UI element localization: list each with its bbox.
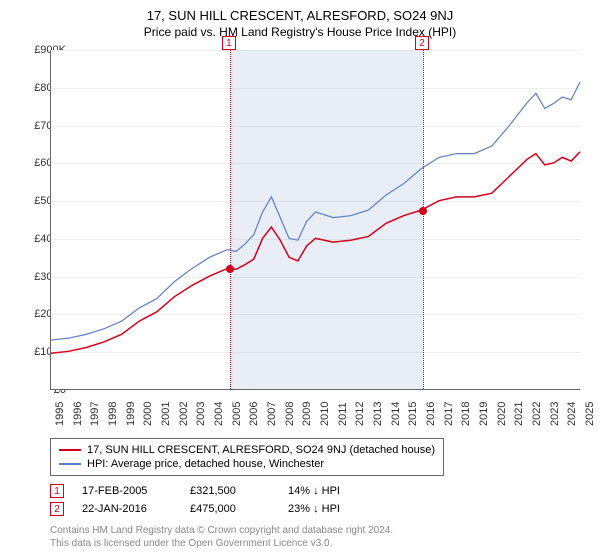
line-series-svg xyxy=(51,50,580,389)
xtick-label: 1995 xyxy=(54,402,66,426)
legend-swatch xyxy=(59,449,81,451)
xtick-label: 2017 xyxy=(443,402,455,426)
legend-label: 17, SUN HILL CRESCENT, ALRESFORD, SO24 9… xyxy=(87,444,435,456)
xtick-label: 2006 xyxy=(248,402,260,426)
series-line-hpi xyxy=(51,82,580,340)
footer-attribution: Contains HM Land Registry data © Crown c… xyxy=(50,524,393,550)
tx-date: 17-FEB-2005 xyxy=(82,485,172,497)
tx-delta: 23% ↓ HPI xyxy=(288,503,378,515)
xtick-label: 2011 xyxy=(337,402,349,426)
xtick-label: 2021 xyxy=(513,402,525,426)
tx-delta: 14% ↓ HPI xyxy=(288,485,378,497)
marker-box-2: 2 xyxy=(415,36,429,50)
xtick-label: 2007 xyxy=(266,402,278,426)
legend-item-property: 17, SUN HILL CRESCENT, ALRESFORD, SO24 9… xyxy=(59,443,435,457)
transaction-table: 1 17-FEB-2005 £321,500 14% ↓ HPI 2 22-JA… xyxy=(50,482,378,518)
transaction-point-1 xyxy=(226,265,234,273)
legend-label: HPI: Average price, detached house, Winc… xyxy=(87,458,324,470)
xtick-label: 2016 xyxy=(425,402,437,426)
xtick-label: 2015 xyxy=(407,402,419,426)
xtick-label: 1999 xyxy=(125,402,137,426)
xtick-label: 2009 xyxy=(301,402,313,426)
tx-price: £321,500 xyxy=(190,485,270,497)
page-title: 17, SUN HILL CRESCENT, ALRESFORD, SO24 9… xyxy=(0,8,600,23)
legend-item-hpi: HPI: Average price, detached house, Winc… xyxy=(59,457,435,471)
footer-line: Contains HM Land Registry data © Crown c… xyxy=(50,524,393,537)
xtick-label: 2019 xyxy=(478,402,490,426)
legend: 17, SUN HILL CRESCENT, ALRESFORD, SO24 9… xyxy=(50,438,444,476)
chart-plot-area xyxy=(50,50,580,390)
legend-swatch xyxy=(59,463,81,465)
chart-container: 17, SUN HILL CRESCENT, ALRESFORD, SO24 9… xyxy=(0,0,600,560)
xtick-label: 2013 xyxy=(372,402,384,426)
xtick-label: 2002 xyxy=(178,402,190,426)
xtick-label: 2014 xyxy=(390,402,402,426)
tx-marker-box: 2 xyxy=(50,502,64,516)
title-block: 17, SUN HILL CRESCENT, ALRESFORD, SO24 9… xyxy=(0,0,600,43)
xtick-label: 2018 xyxy=(460,402,472,426)
tx-date: 22-JAN-2016 xyxy=(82,503,172,515)
xtick-label: 2012 xyxy=(354,402,366,426)
xtick-label: 2004 xyxy=(213,402,225,426)
tx-marker-box: 1 xyxy=(50,484,64,498)
xtick-label: 2001 xyxy=(160,402,172,426)
table-row: 2 22-JAN-2016 £475,000 23% ↓ HPI xyxy=(50,500,378,518)
transaction-point-2 xyxy=(419,207,427,215)
xtick-label: 2005 xyxy=(231,402,243,426)
xtick-label: 2024 xyxy=(566,402,578,426)
page-subtitle: Price paid vs. HM Land Registry's House … xyxy=(0,25,600,39)
xtick-label: 1997 xyxy=(89,402,101,426)
tx-price: £475,000 xyxy=(190,503,270,515)
xtick-label: 2020 xyxy=(496,402,508,426)
xtick-label: 2000 xyxy=(142,402,154,426)
footer-line: This data is licensed under the Open Gov… xyxy=(50,537,393,550)
table-row: 1 17-FEB-2005 £321,500 14% ↓ HPI xyxy=(50,482,378,500)
xtick-label: 2025 xyxy=(584,402,596,426)
xtick-label: 2023 xyxy=(549,402,561,426)
xtick-label: 1996 xyxy=(72,402,84,426)
xtick-label: 2010 xyxy=(319,402,331,426)
series-line-property xyxy=(51,152,580,354)
marker-box-1: 1 xyxy=(222,36,236,50)
xtick-label: 2003 xyxy=(195,402,207,426)
xtick-label: 1998 xyxy=(107,402,119,426)
xtick-label: 2022 xyxy=(531,402,543,426)
xtick-label: 2008 xyxy=(284,402,296,426)
